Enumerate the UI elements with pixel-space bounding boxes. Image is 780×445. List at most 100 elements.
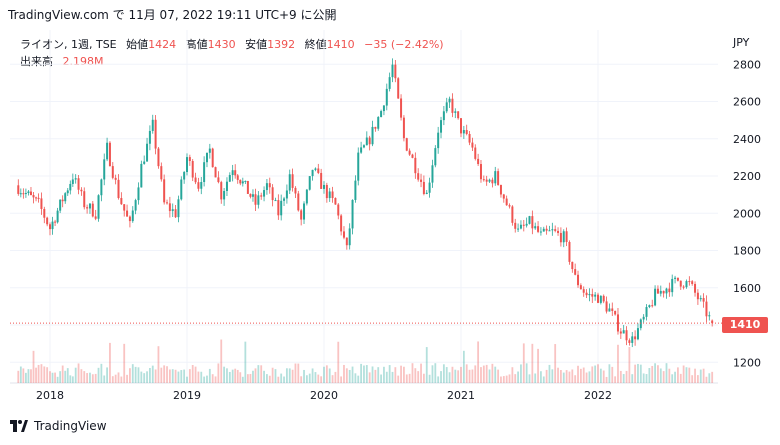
candle-body (228, 175, 231, 182)
volume-bar (129, 368, 131, 383)
volume-bar (49, 371, 51, 383)
symbol-label[interactable]: ライオン, 1週, TSE (20, 38, 117, 51)
candle-body (599, 295, 602, 303)
volume-bar (383, 366, 385, 383)
footer-brand[interactable]: TradingView (34, 419, 107, 433)
candle-body (314, 168, 317, 170)
candle-body (97, 195, 100, 219)
volume-bar (35, 367, 37, 383)
candle-body (94, 216, 97, 219)
volume-bar (27, 369, 30, 383)
candle-body (551, 229, 554, 231)
candle-body (360, 147, 363, 153)
volume-bar (168, 369, 171, 383)
candle-body (244, 180, 247, 182)
volume-bar (411, 363, 414, 383)
volume-bar (679, 373, 682, 383)
volume-bar (445, 367, 448, 383)
volume-bar (300, 376, 303, 383)
volume-bar (488, 369, 491, 383)
volume-bar (223, 366, 226, 383)
volume-bar (477, 341, 480, 383)
candle-body (22, 193, 25, 195)
candle-body (422, 181, 425, 195)
candle-body (534, 226, 537, 229)
candle-body (440, 120, 443, 133)
candle-body (665, 288, 668, 294)
volume-bar (588, 371, 591, 383)
volume-bar (191, 364, 194, 383)
volume-bar (288, 368, 291, 383)
volume-bar (24, 372, 27, 383)
candle-body (388, 77, 391, 89)
candle-body (24, 193, 27, 195)
volume-bar (228, 371, 231, 383)
volume-bar (363, 365, 365, 383)
volume-bar (460, 366, 462, 383)
candle-body (183, 172, 186, 180)
volume-bar (43, 366, 46, 383)
volume-bar (434, 363, 437, 383)
volume-bar (537, 348, 539, 383)
candle-body (645, 307, 648, 317)
volume-bar (59, 371, 62, 383)
volume-bar (474, 365, 477, 383)
candle-body (442, 111, 445, 121)
volume-bar (631, 374, 634, 383)
volume-bar (166, 366, 168, 383)
candle-body (188, 157, 191, 162)
candle-body (619, 331, 622, 334)
candle-body (291, 174, 294, 188)
footer: TradingView (10, 419, 107, 433)
low-label: 安値 (245, 38, 268, 51)
candle-body (485, 179, 488, 182)
candle-body (111, 166, 114, 178)
volume-bar (74, 367, 77, 383)
volume-bar (291, 369, 294, 383)
candle-body (699, 298, 702, 300)
candle-body (137, 187, 140, 201)
candle-body (648, 305, 651, 308)
candle-body (577, 274, 580, 286)
candle-body (602, 295, 605, 302)
volume-bar (548, 364, 551, 383)
volume-bar (577, 365, 579, 383)
candle-body (260, 195, 263, 197)
volume-bar (236, 369, 239, 383)
candle-body (108, 142, 111, 167)
volume-bar (374, 369, 377, 383)
candle-body (474, 147, 477, 159)
volume-bar (694, 368, 696, 383)
candle-body (120, 198, 123, 205)
volume-bar (131, 364, 134, 383)
ohlc-legend: ライオン, 1週, TSE 始値1424 高値1430 安値1392 終値141… (20, 36, 444, 52)
volume-bar (351, 366, 354, 383)
candle-body (554, 229, 557, 231)
candle-body (605, 301, 608, 312)
candle-body (91, 203, 94, 217)
candle-body (317, 168, 320, 173)
candle-body (88, 203, 91, 209)
candle-body (431, 165, 434, 183)
high-label: 高値 (185, 38, 208, 51)
candle-body (37, 197, 40, 199)
volume-bar (220, 339, 223, 383)
candle-body (131, 210, 134, 222)
volume-bar (677, 367, 679, 383)
volume-bar (608, 364, 611, 383)
volume-bar (54, 372, 56, 383)
candle-body (86, 207, 89, 209)
candle-body (497, 171, 500, 185)
candle-body (200, 182, 203, 189)
candle-body (61, 199, 64, 202)
volume-bar (651, 365, 654, 383)
candle-body (351, 199, 354, 229)
volume-bar (211, 374, 214, 383)
candle-body (514, 222, 517, 229)
volume-bar (617, 344, 619, 383)
volume-bar (183, 369, 186, 383)
candle-body (56, 210, 59, 223)
candle-body (17, 185, 20, 194)
candle-body (528, 216, 531, 224)
